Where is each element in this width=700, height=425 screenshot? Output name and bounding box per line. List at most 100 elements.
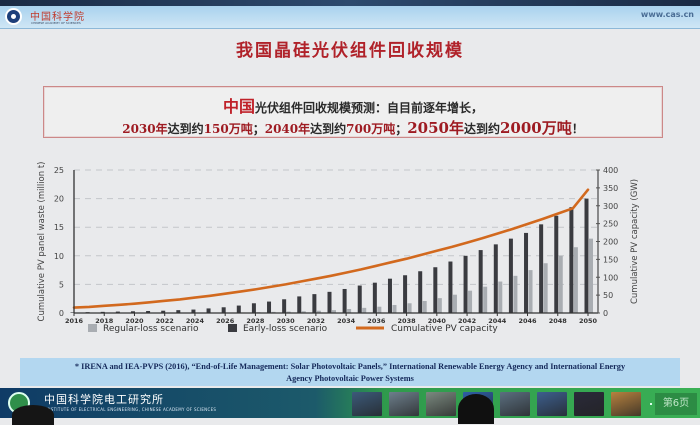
bar-early-loss <box>539 224 544 313</box>
summary-line-2: 2030年达到约150万吨；2040年达到约700万吨；2050年达到约2000… <box>44 117 662 138</box>
institute-name: 中国科学院电工研究所 <box>44 393 164 406</box>
bar-regular-loss <box>452 294 457 313</box>
bar-early-loss <box>221 307 226 313</box>
top-band <box>0 0 700 8</box>
footnote: * IRENA and IEA-PVPS (2016), “End-of-Lif… <box>20 358 680 386</box>
bar-early-loss <box>70 312 75 313</box>
bar-early-loss <box>312 294 317 313</box>
bar-early-loss <box>554 215 559 313</box>
footer-thumbnail-image <box>426 392 456 416</box>
bar-regular-loss <box>407 303 412 313</box>
y-tick-label: 5 <box>59 280 64 289</box>
bar-early-loss <box>569 207 574 313</box>
x-tick-label: 2016 <box>65 317 84 325</box>
bar-early-loss <box>161 310 166 313</box>
x-tick-label: 2036 <box>367 317 386 325</box>
x-tick-label: 2042 <box>458 317 476 325</box>
bar-early-loss <box>403 275 408 313</box>
bar-regular-loss <box>422 300 427 313</box>
logo-subtext: CHINESE ACADEMY OF SCIENCES <box>31 21 81 25</box>
bar-early-loss <box>342 288 347 313</box>
bar-regular-loss <box>543 263 548 313</box>
legend-label-regular-loss: Regular-loss scenario <box>103 324 199 334</box>
bar-early-loss <box>327 291 332 313</box>
bar-early-loss <box>493 244 498 313</box>
summary-box: 中国光伏组件回收规模预测：自目前逐年增长， 2030年达到约150万吨；2040… <box>43 86 663 138</box>
bar-early-loss <box>433 267 438 313</box>
x-tick-label: 2018 <box>95 317 114 325</box>
header-url: www.cas.cn <box>640 10 694 19</box>
y-tick-label: 15 <box>54 223 64 232</box>
y2-tick-label: 250 <box>603 220 618 229</box>
bar-early-loss <box>463 255 468 313</box>
bar-regular-loss <box>377 306 382 313</box>
bar-regular-loss <box>437 298 442 313</box>
y2-tick-label: 400 <box>603 166 618 175</box>
y-tick-label: 25 <box>54 166 64 175</box>
legend-swatch-regular-loss <box>88 324 97 332</box>
x-tick-label: 2032 <box>307 317 325 325</box>
footer-thumbnail-image <box>537 392 567 416</box>
audience-head-silhouette <box>458 394 494 424</box>
y2-tick-label: 200 <box>603 238 618 247</box>
x-tick-label: 2038 <box>398 317 417 325</box>
legend-label-capacity: Cumulative PV capacity <box>391 324 498 334</box>
y2-tick-label: 100 <box>603 273 618 282</box>
summary-line-1: 中国光伏组件回收规模预测：自目前逐年增长， <box>44 93 662 117</box>
bar-regular-loss <box>347 308 352 313</box>
bar-regular-loss <box>332 310 336 313</box>
x-tick-label: 2022 <box>156 317 174 325</box>
x-tick-label: 2044 <box>488 317 507 325</box>
bar-regular-loss <box>558 255 563 313</box>
summary-highlight-value: 2040年 <box>264 122 311 136</box>
y2-tick-label: 350 <box>603 184 618 193</box>
bar-regular-loss <box>286 311 291 313</box>
bar-regular-loss <box>483 286 488 313</box>
bar-regular-loss <box>316 310 321 313</box>
bar-early-loss <box>418 271 423 313</box>
slide-header <box>0 6 700 29</box>
bar-early-loss <box>448 261 453 313</box>
y2-axis-title: Cumulative PV capacity (GW) <box>630 179 640 304</box>
legend-swatch-early-loss <box>228 324 237 332</box>
institute-name-en: INSTITUTE OF ELECTRICAL ENGINEERING, CHI… <box>46 407 217 412</box>
footer-thumbnails <box>352 392 641 416</box>
bar-early-loss <box>146 310 151 313</box>
y-tick-label: 0 <box>59 309 64 318</box>
bar-early-loss <box>251 303 256 313</box>
y-tick-label: 10 <box>54 252 64 261</box>
capacity-line <box>72 188 590 309</box>
summary-text: 达到约 <box>310 122 347 136</box>
x-tick-label: 2026 <box>216 317 235 325</box>
footer-thumbnail-image <box>611 392 641 416</box>
x-tick-label: 2048 <box>549 317 568 325</box>
bar-early-loss <box>508 238 513 313</box>
bar-regular-loss <box>468 290 473 313</box>
x-tick-label: 2030 <box>277 317 296 325</box>
bar-early-loss <box>372 282 377 313</box>
bar-early-loss <box>267 301 272 313</box>
footnote-line-1: * IRENA and IEA-PVPS (2016), “End-of-Lif… <box>74 362 626 371</box>
bar-early-loss <box>357 285 362 313</box>
logo-text: 中国科学院 <box>30 12 85 23</box>
bar-regular-loss <box>528 270 533 313</box>
footer-thumbnail-image <box>352 392 382 416</box>
bar-early-loss <box>176 310 181 313</box>
summary-text: ！ <box>571 122 584 136</box>
footer-thumbnail-image <box>574 392 604 416</box>
y-axis-title: Cumulative PV panel waste (million t) <box>37 162 47 322</box>
summary-highlight-value: 2030年 <box>122 122 168 136</box>
x-tick-label: 2040 <box>428 317 447 325</box>
bar-regular-loss <box>589 238 593 313</box>
audience-head-silhouette <box>12 405 54 425</box>
bar-early-loss <box>387 278 392 313</box>
y2-tick-label: 0 <box>603 309 608 318</box>
summary-highlight-value: 700万吨 <box>346 122 396 136</box>
summary-highlight-value: 2050年 <box>407 119 464 137</box>
x-tick-label: 2050 <box>579 317 598 325</box>
summary-highlight-value: 150万吨 <box>203 122 253 136</box>
summary-highlight-value: 2000万吨 <box>500 119 572 137</box>
bar-early-loss <box>206 308 211 313</box>
bar-early-loss <box>584 198 589 313</box>
summary-highlight: 中国 <box>222 97 255 116</box>
